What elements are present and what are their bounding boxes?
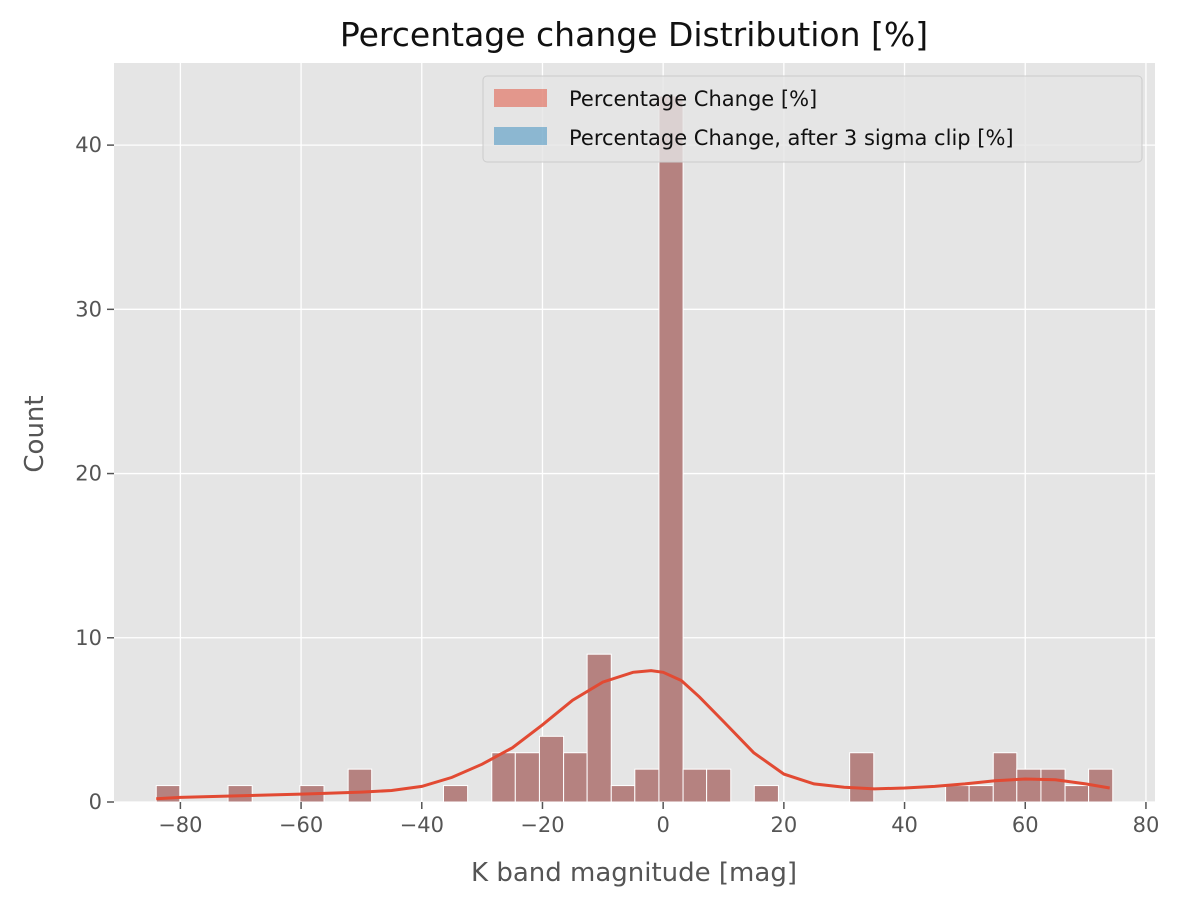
histogram-bar: [563, 752, 588, 803]
histogram-bar: [968, 785, 994, 803]
y-tick-label: 30: [75, 297, 102, 321]
histogram-bars: [155, 95, 1114, 803]
y-tick-label: 0: [89, 790, 102, 814]
histogram-bar: [992, 752, 1018, 803]
y-tick-label: 20: [75, 462, 102, 486]
x-tick-label: 0: [656, 813, 669, 837]
histogram-bar: [849, 752, 875, 803]
x-tick-label: 80: [1133, 813, 1160, 837]
histogram-bar: [491, 752, 516, 803]
histogram-bar: [753, 785, 779, 803]
y-tick-label: 10: [75, 626, 102, 650]
histogram-bar: [658, 95, 684, 803]
histogram-bar: [1016, 768, 1042, 803]
histogram-bar: [610, 785, 636, 803]
x-axis-label: K band magnitude [mag]: [471, 858, 797, 888]
histogram-bar: [538, 735, 565, 803]
histogram-bar: [634, 768, 660, 803]
chart-title: Percentage change Distribution [%]: [340, 15, 928, 54]
histogram-bar: [514, 752, 540, 803]
x-tick-label: −40: [400, 813, 444, 837]
legend-swatch-percentage-change: [494, 89, 547, 107]
histogram-bar: [586, 653, 612, 803]
x-tick-label: −60: [279, 813, 323, 837]
histogram-bar: [347, 768, 373, 803]
x-axis-ticks: −80 −60 −40 −20 0 20 40 60 80: [158, 802, 1159, 837]
plot-background: [114, 63, 1155, 802]
x-tick-label: −80: [158, 813, 202, 837]
histogram-bar: [442, 785, 469, 803]
histogram-bar: [1040, 768, 1066, 803]
histogram-bar: [1064, 785, 1090, 803]
histogram-bar: [706, 768, 732, 803]
kde-curve: [156, 669, 1110, 801]
legend: Percentage Change [%] Percentage Change,…: [482, 75, 1143, 163]
histogram-bar: [945, 785, 970, 803]
legend-box: [482, 75, 1143, 163]
y-tick-label: 40: [75, 133, 102, 157]
x-tick-label: −20: [520, 813, 564, 837]
y-axis-ticks: 0 10 20 30 40: [75, 133, 114, 814]
x-tick-label: 60: [1012, 813, 1039, 837]
legend-swatch-after-sigma-clip: [494, 127, 547, 145]
legend-label-percentage-change: Percentage Change [%]: [569, 87, 817, 111]
histogram-bar: [682, 768, 708, 803]
y-axis-label: Count: [20, 395, 50, 472]
x-tick-label: 40: [891, 813, 918, 837]
legend-label-after-sigma-clip: Percentage Change, after 3 sigma clip [%…: [569, 126, 1014, 150]
histogram-bar: [227, 785, 253, 803]
x-tick-label: 20: [770, 813, 797, 837]
